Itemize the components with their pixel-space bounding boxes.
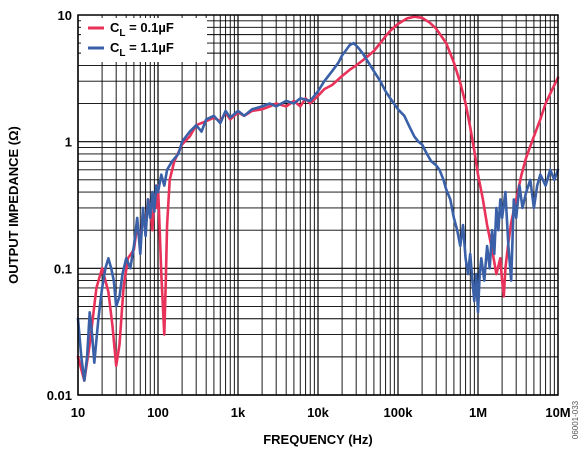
x-tick-label: 10k xyxy=(307,405,329,420)
y-tick-label: 0.01 xyxy=(47,388,72,403)
y-tick-label: 0.1 xyxy=(54,261,72,276)
y-axis-title: OUTPUT IMPEDANCE (Ω) xyxy=(6,126,21,284)
x-tick-label: 100k xyxy=(384,405,414,420)
x-axis-title: FREQUENCY (Hz) xyxy=(263,432,373,447)
x-tick-label: 1k xyxy=(231,405,246,420)
x-tick-label: 1M xyxy=(469,405,487,420)
x-tick-label: 100 xyxy=(147,405,169,420)
legend-label-1: CL = 0.1µF xyxy=(110,20,174,39)
legend-box xyxy=(81,18,207,62)
legend-label-2: CL = 1.1µF xyxy=(110,40,174,59)
x-tick-label: 10M xyxy=(545,405,570,420)
x-tick-label: 10 xyxy=(71,405,85,420)
x-axis-ticks: 10 100 1k 10k 100k 1M 10M xyxy=(71,405,571,420)
plot-frame xyxy=(77,14,559,396)
y-tick-label: 1 xyxy=(65,135,72,150)
series-layer xyxy=(76,15,560,382)
series-line-2 xyxy=(76,41,560,382)
y-tick-label: 10 xyxy=(58,8,72,23)
y-axis-ticks: 0.01 0.1 1 10 xyxy=(47,8,72,403)
figure-code: 06001-033 xyxy=(571,400,580,439)
